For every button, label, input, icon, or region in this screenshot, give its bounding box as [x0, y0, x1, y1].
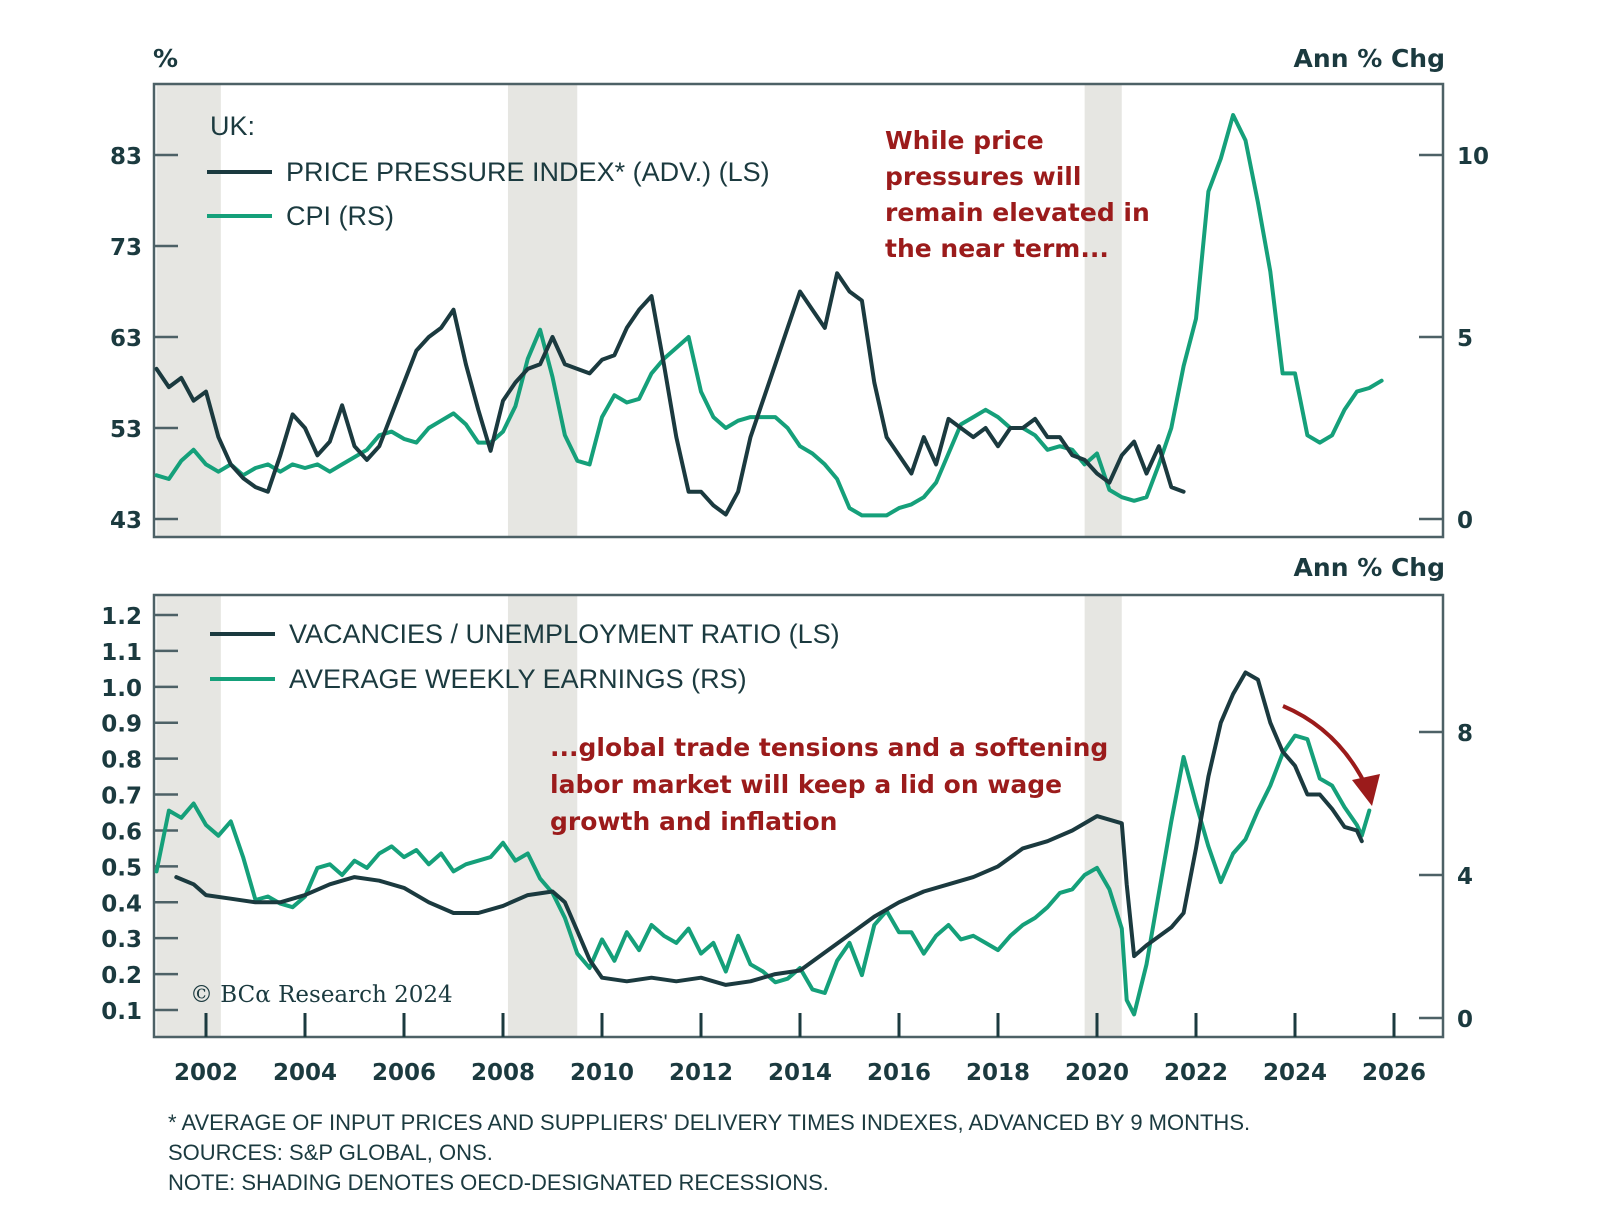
- legend-label-awe: AVERAGE WEEKLY EARNINGS (RS): [289, 664, 747, 694]
- x-tick-label: 2022: [1164, 1060, 1228, 1086]
- y-tick-label-left: 0.4: [101, 891, 142, 917]
- annotation-top: While price pressures will remain elevat…: [885, 126, 1150, 263]
- annotation-top-line-4: the near term...: [885, 234, 1109, 263]
- legend-label-ppi: PRICE PRESSURE INDEX* (ADV.) (LS): [286, 157, 770, 187]
- footnote-3: NOTE: SHADING DENOTES OECD-DESIGNATED RE…: [168, 1170, 829, 1195]
- plot-frame-top: [152, 82, 1445, 539]
- x-tick-label: 2014: [768, 1060, 832, 1086]
- recession-shading-group: [156, 595, 1122, 1037]
- y-axis-left-bottom: 0.1 0.2 0.3 0.4 0.5 0.6 0.7 0.8 0.9 1.0 1.1 1.2: [101, 604, 178, 1025]
- series-line-ls: [154, 271, 1186, 517]
- panel-price-pressure: 43 53 63 73 83 0 5 10 % Ann % Chg UK: PRICE PR…: [110, 44, 1489, 539]
- y-tick-label-left: 63: [110, 326, 142, 352]
- y-tick-label-left: 0.6: [101, 819, 142, 845]
- y-tick-label-left: 0.5: [101, 855, 142, 881]
- x-tick-label: 2008: [471, 1060, 535, 1086]
- y-tick-label-left: 73: [110, 235, 142, 261]
- y-axis-left-top: 43 53 63 73 83: [110, 144, 178, 534]
- right-unit-label-bottom: Ann % Chg: [1294, 553, 1445, 582]
- right-unit-label-top: Ann % Chg: [1294, 44, 1445, 73]
- annotation-arrow-head: [1352, 774, 1380, 806]
- y-tick-label-left: 0.2: [101, 963, 142, 989]
- left-unit-label-top: %: [153, 44, 178, 73]
- y-tick-label-right: 10: [1457, 144, 1489, 170]
- series-group-bottom: [154, 670, 1372, 1017]
- y-tick-label-right: 8: [1457, 721, 1473, 747]
- y-axis-right-top: 0 5 10: [1419, 144, 1489, 534]
- recession-band: [507, 84, 578, 537]
- annotation-top-line-3: remain elevated in: [885, 198, 1150, 227]
- copyright-label: © BCα Research 2024: [190, 982, 453, 1008]
- x-axis-labels: 2002 2004 2006 2008 2010 2012 2014 2016 2018 2020…: [174, 1060, 1426, 1086]
- region-label: UK:: [210, 111, 255, 141]
- y-tick-label-left: 1.2: [101, 604, 142, 630]
- y-tick-label-right: 4: [1457, 864, 1473, 890]
- x-tick-label: 2006: [372, 1060, 436, 1086]
- recession-band: [507, 595, 578, 1037]
- legend-top: UK: PRICE PRESSURE INDEX* (ADV.) (LS) CP…: [207, 111, 770, 231]
- y-axis-right-bottom: 0 4 8: [1419, 721, 1473, 1033]
- recession-shading-group: [156, 84, 1122, 537]
- annotation-bottom-line-1: ...global trade tensions and a softening: [550, 733, 1108, 762]
- x-tick-label: 2018: [966, 1060, 1030, 1086]
- y-tick-label-left: 0.3: [101, 927, 142, 953]
- x-tick-label: 2004: [273, 1060, 337, 1086]
- y-tick-label-left: 0.7: [101, 784, 142, 810]
- legend-label-cpi: CPI (RS): [286, 201, 394, 231]
- annotation-bottom-line-3: growth and inflation: [550, 807, 837, 836]
- x-tick-label: 2024: [1263, 1060, 1327, 1086]
- legend-bottom: VACANCIES / UNEMPLOYMENT RATIO (LS) AVER…: [210, 619, 840, 694]
- annotation-arrow-shaft: [1282, 704, 1370, 791]
- series-group-top: [154, 113, 1384, 518]
- x-tick-label: 2010: [570, 1060, 634, 1086]
- footnote-1: * AVERAGE OF INPUT PRICES AND SUPPLIERS'…: [168, 1110, 1250, 1135]
- legend-label-vu-ratio: VACANCIES / UNEMPLOYMENT RATIO (LS): [289, 619, 840, 649]
- x-tick-label: 2020: [1065, 1060, 1129, 1086]
- x-tick-label: 2016: [867, 1060, 931, 1086]
- x-tick-label: 2002: [174, 1060, 238, 1086]
- y-tick-label-left: 0.8: [101, 748, 142, 774]
- panel-labour-market: 0.1 0.2 0.3 0.4 0.5 0.6 0.7 0.8 0.9 1.0 1.1 1.2 0 4 8…: [101, 553, 1473, 1039]
- y-tick-label-left: 53: [110, 417, 142, 443]
- x-tick-label: 2026: [1362, 1060, 1426, 1086]
- y-tick-label-left: 83: [110, 144, 142, 170]
- y-tick-label-left: 1.1: [101, 640, 142, 666]
- annotation-top-line-1: While price: [885, 126, 1044, 155]
- y-tick-label-left: 1.0: [101, 676, 142, 702]
- y-tick-label-right: 5: [1457, 326, 1473, 352]
- recession-band: [156, 84, 221, 537]
- y-tick-label-left: 0.9: [101, 712, 142, 738]
- y-tick-label-right: 0: [1457, 508, 1473, 534]
- annotation-bottom: ...global trade tensions and a softening…: [550, 704, 1380, 836]
- footnotes: * AVERAGE OF INPUT PRICES AND SUPPLIERS'…: [168, 1110, 1250, 1195]
- y-tick-label-right: 0: [1457, 1007, 1473, 1033]
- y-tick-label-left: 0.1: [101, 999, 142, 1025]
- x-axis-ticks: [204, 1013, 1396, 1037]
- annotation-bottom-line-2: labor market will keep a lid on wage: [550, 770, 1062, 799]
- y-tick-label-left: 43: [110, 508, 142, 534]
- footnote-2: SOURCES: S&P GLOBAL, ONS.: [168, 1140, 493, 1165]
- x-tick-label: 2012: [669, 1060, 733, 1086]
- annotation-top-line-2: pressures will: [885, 162, 1081, 191]
